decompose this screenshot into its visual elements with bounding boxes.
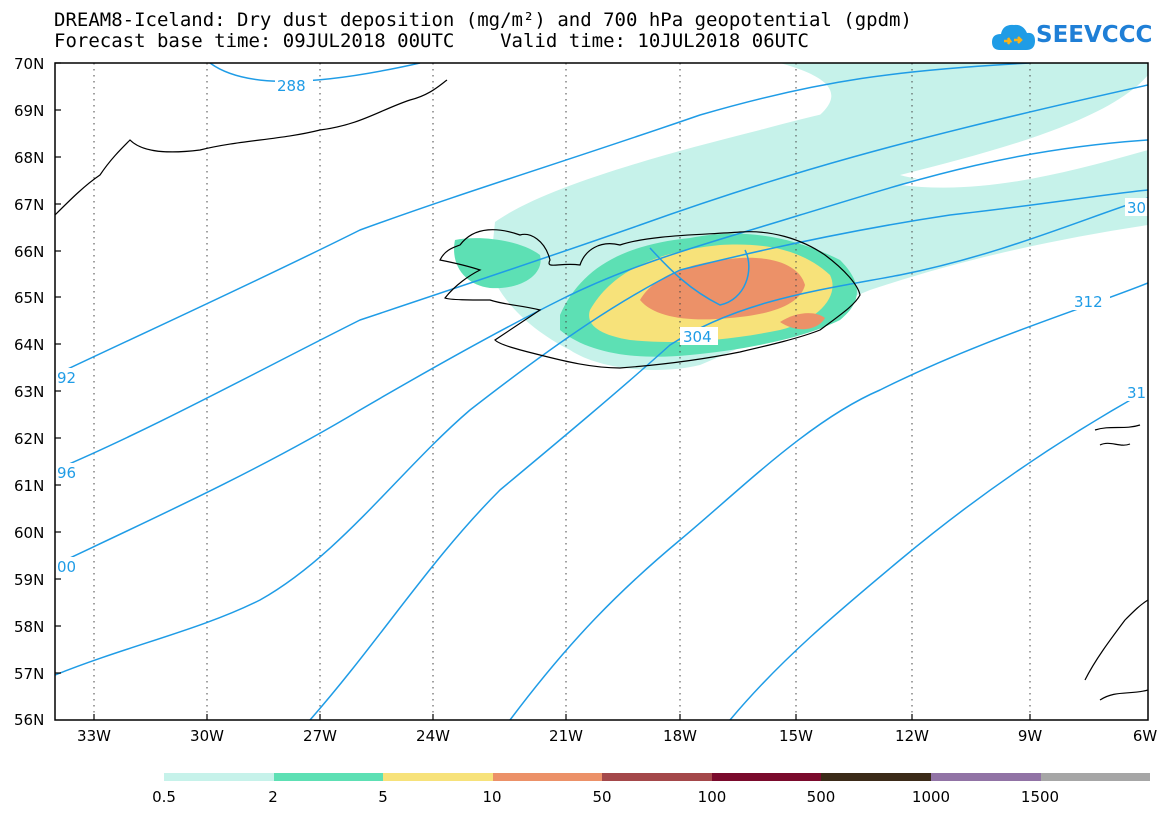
lat-label: 69N: [14, 102, 45, 120]
legend-label: 2: [268, 788, 278, 806]
lon-label: 24W: [416, 727, 450, 745]
lat-label: 66N: [14, 243, 45, 261]
contour-label-304: 304: [683, 328, 712, 346]
color-legend: [164, 773, 1151, 781]
legend-label: 100: [697, 788, 727, 806]
contour-label-316: 31: [1127, 384, 1146, 402]
lat-label: 63N: [14, 383, 45, 401]
legend-swatch-2: [383, 773, 493, 781]
legend-label: 10: [482, 788, 502, 806]
lat-label: 68N: [14, 149, 45, 167]
lat-label: 62N: [14, 430, 45, 448]
dust-field-2-west: [454, 238, 541, 289]
logo-text: SEEVCCC: [1036, 22, 1153, 48]
lat-label: 70N: [14, 55, 45, 73]
contour-label-288: 288: [277, 77, 306, 95]
legend-swatch-7: [930, 773, 1041, 781]
lat-label: 57N: [14, 665, 45, 683]
geopotential-contours: [55, 63, 1148, 720]
legend-swatch-6: [821, 773, 931, 781]
legend-label: 50: [592, 788, 612, 806]
lat-label: 60N: [14, 524, 45, 542]
legend-swatch-0: [164, 773, 274, 781]
cloud-logo-icon: [992, 24, 1035, 50]
lon-label: 18W: [663, 727, 697, 745]
legend-label: 500: [806, 788, 836, 806]
lat-label: 56N: [14, 711, 45, 729]
legend-label: 1000: [911, 788, 951, 806]
lon-label: 15W: [779, 727, 813, 745]
legend-label: 5: [378, 788, 388, 806]
lon-label: 27W: [303, 727, 337, 745]
map-title: DREAM8-Iceland: Dry dust deposition (mg/…: [54, 9, 912, 31]
axis-ticks: [55, 62, 1031, 720]
legend-label: 1500: [1020, 788, 1060, 806]
lon-label: 6W: [1132, 727, 1158, 745]
lat-label: 65N: [14, 289, 45, 307]
graticule: [93, 63, 1031, 720]
forecast-time-subtitle: Forecast base time: 09JUL2018 00UTC Vali…: [54, 30, 809, 52]
legend-swatch-5: [711, 773, 822, 781]
legend-swatch-4: [602, 773, 712, 781]
lon-label: 12W: [895, 727, 929, 745]
contour-label-312: 312: [1074, 293, 1103, 311]
lat-label: 67N: [14, 196, 45, 214]
contour-label-308: 30: [1127, 199, 1146, 217]
lat-label: 59N: [14, 571, 45, 589]
dust-field-10-south: [780, 313, 825, 330]
lat-label: 64N: [14, 336, 45, 354]
legend-swatch-3: [492, 773, 603, 781]
lon-label: 33W: [77, 727, 111, 745]
contour-label-292: 92: [57, 369, 76, 387]
lon-label: 30W: [190, 727, 224, 745]
contour-label-300: 00: [57, 558, 76, 576]
legend-label: 0.5: [152, 788, 176, 806]
lon-label: 21W: [549, 727, 583, 745]
contour-label-296: 96: [57, 464, 76, 482]
dust-plume-top: [780, 63, 1148, 130]
lon-label: 9W: [1017, 727, 1043, 745]
dust-plume-gap: [900, 128, 1148, 188]
lat-label: 61N: [14, 477, 45, 495]
coastlines: [54, 79, 1149, 701]
legend-swatch-1: [273, 773, 384, 781]
lat-label: 58N: [14, 618, 45, 636]
legend-swatch-8: [1040, 773, 1151, 781]
contour-labels: 288 92 96 00 304 312 30 31: [55, 76, 1148, 576]
